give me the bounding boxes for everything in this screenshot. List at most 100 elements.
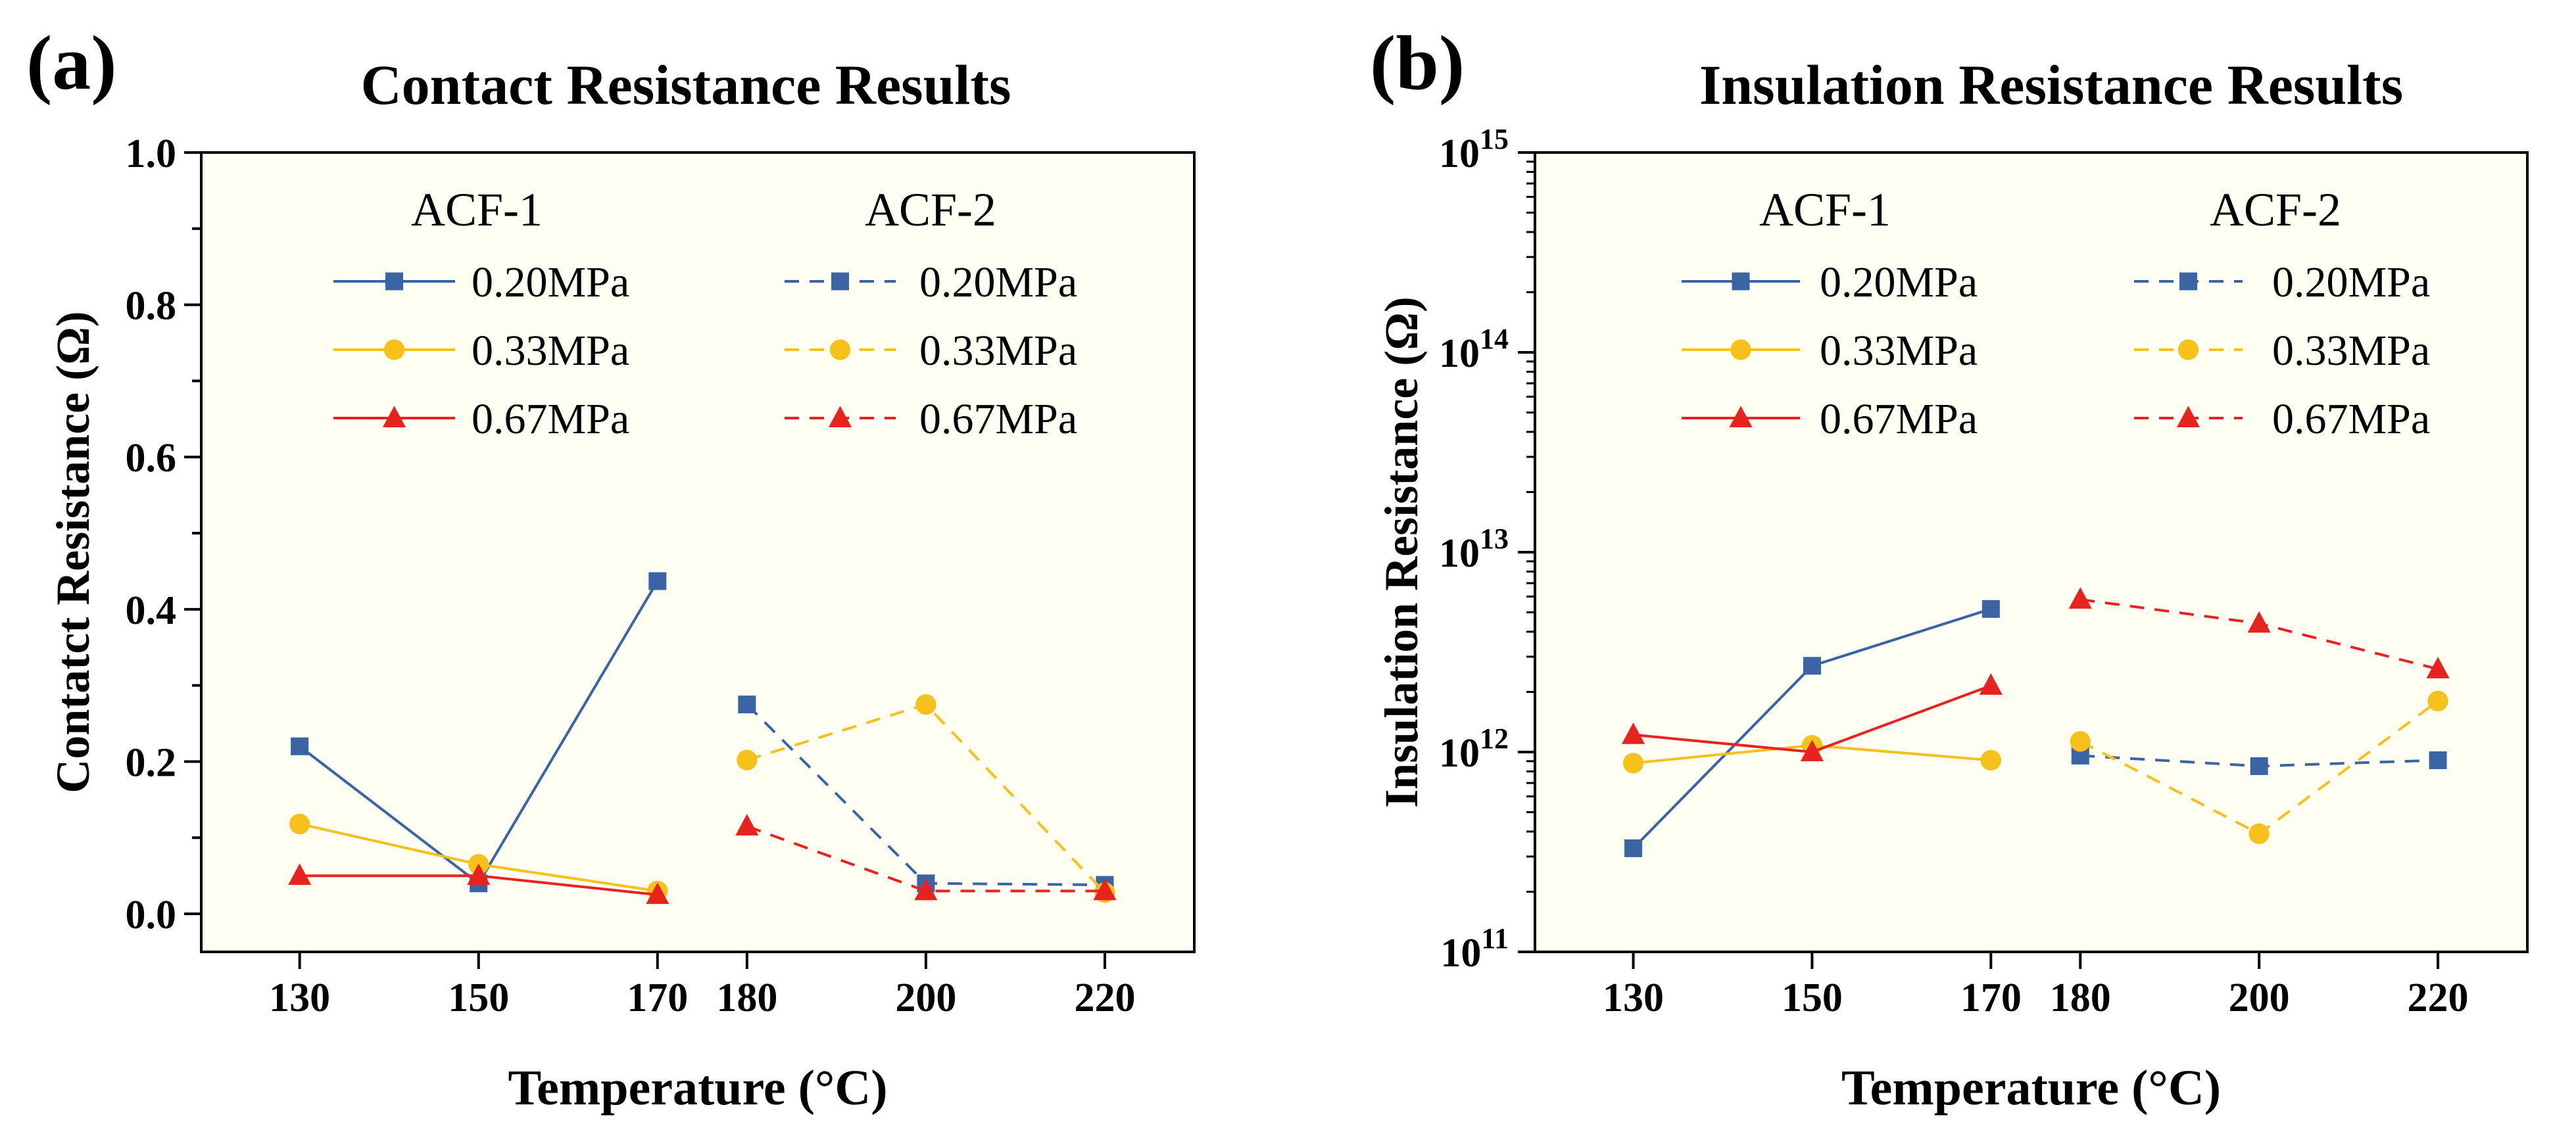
legend-label: 0.67MPa bbox=[1820, 395, 1978, 443]
data-point-acf-1 bbox=[1803, 657, 1821, 675]
x-tick-label: 150 bbox=[1782, 976, 1843, 1020]
data-point-acf-2 bbox=[1093, 878, 1117, 901]
x-tick-label: 220 bbox=[1074, 976, 1135, 1020]
chart-panel-a: (a) Contact Resistance Results 0.0 0.2 0.4 0.… bbox=[26, 20, 1196, 1116]
y-tick-label: 1015 bbox=[1439, 123, 1509, 176]
y-tick-label: 0.0 bbox=[126, 893, 177, 937]
y-tick-label: 1012 bbox=[1439, 722, 1509, 776]
legend-marker bbox=[382, 406, 406, 427]
x-tick-label: 170 bbox=[627, 976, 688, 1020]
legend-header-acf2: ACF-2 bbox=[2210, 183, 2341, 236]
y-tick-label: 0.4 bbox=[126, 588, 177, 633]
legend-header-acf1: ACF-1 bbox=[411, 183, 543, 236]
x-tick-label: 130 bbox=[1603, 976, 1664, 1020]
legend-marker bbox=[385, 272, 403, 291]
x-tick-label: 200 bbox=[2229, 976, 2290, 1020]
data-point-acf-1 bbox=[1981, 600, 2000, 618]
data-point-acf-1 bbox=[648, 572, 667, 590]
data-point-acf-2 bbox=[915, 694, 936, 715]
y-tick-label: 1.0 bbox=[126, 131, 177, 176]
chart-panel-b: (b) Insulation Resistance Results10111012… bbox=[1370, 20, 2529, 1116]
legend: ACF-1 ACF-2 0.20MPa 0.33MPa 0.67MPa 0.20MPa 0.… bbox=[333, 183, 1077, 443]
data-point-acf-2 bbox=[735, 814, 759, 836]
legend-marker bbox=[1732, 272, 1750, 291]
legend-header-acf2: ACF-2 bbox=[865, 183, 996, 236]
legend-marker bbox=[1729, 406, 1753, 427]
y-tick-exponent: 13 bbox=[1480, 523, 1509, 555]
y-tick-exponent: 11 bbox=[1481, 922, 1509, 955]
data-point-acf-2 bbox=[2068, 587, 2092, 609]
data-point-acf-2 bbox=[2248, 823, 2270, 844]
legend-label: 0.33MPa bbox=[1820, 327, 1978, 375]
data-point-acf-2 bbox=[738, 696, 756, 714]
y-tick-label: 0.8 bbox=[126, 284, 177, 329]
legend-marker bbox=[831, 272, 849, 291]
legend-label: 0.20MPa bbox=[2272, 258, 2430, 306]
data-point-acf-1 bbox=[646, 882, 669, 905]
chart-title: Contact Resistance Results bbox=[361, 53, 1011, 116]
data-point-acf-1 bbox=[289, 813, 310, 835]
legend-label: 0.20MPa bbox=[1820, 258, 1978, 306]
legend-marker bbox=[2177, 339, 2199, 360]
y-tick-exponent: 12 bbox=[1480, 722, 1509, 755]
panel-label: (a) bbox=[26, 20, 117, 106]
legend-label: 0.67MPa bbox=[472, 395, 629, 443]
data-point-acf-1 bbox=[291, 737, 309, 755]
legend-label: 0.33MPa bbox=[472, 327, 629, 375]
legend-label: 0.33MPa bbox=[2272, 327, 2430, 375]
data-point-acf-1 bbox=[1980, 749, 2001, 771]
y-tick-base: 10 bbox=[1439, 731, 1480, 776]
y-tick-label: 1013 bbox=[1439, 523, 1509, 576]
x-tick-label: 170 bbox=[1960, 976, 2022, 1020]
data-point-acf-2 bbox=[737, 749, 758, 770]
data-point-acf-1 bbox=[467, 863, 491, 885]
x-axis-label: Temperature (°C) bbox=[508, 1060, 887, 1116]
y-axis-label: Insulation Resistance (Ω) bbox=[1375, 296, 1428, 808]
data-point-acf-2 bbox=[2429, 751, 2447, 769]
legend-label: 0.67MPa bbox=[2272, 395, 2430, 443]
plot-area bbox=[200, 151, 1196, 953]
x-axis-label: Temperature (°C) bbox=[1841, 1060, 2221, 1116]
legend-header-acf1: ACF-1 bbox=[1759, 183, 1891, 236]
x-tick-label: 150 bbox=[448, 976, 509, 1020]
legend-marker bbox=[829, 339, 851, 360]
data-point-acf-1 bbox=[1979, 673, 2003, 695]
data-point-acf-2 bbox=[2426, 657, 2450, 678]
data-point-acf-2 bbox=[2427, 690, 2448, 712]
legend-label: 0.20MPa bbox=[919, 258, 1077, 306]
chart-title: Insulation Resistance Results bbox=[1699, 53, 2403, 116]
legend-marker bbox=[2179, 272, 2197, 291]
series-line-acf-2-0.67mpa bbox=[746, 825, 1105, 893]
y-tick-base: 10 bbox=[1439, 331, 1480, 376]
y-tick-base: 10 bbox=[1439, 531, 1480, 576]
data-point-acf-2 bbox=[2070, 731, 2091, 752]
data-point-acf-1 bbox=[1800, 740, 1824, 761]
data-point-acf-1 bbox=[288, 863, 312, 885]
legend-marker bbox=[2176, 406, 2200, 427]
legend-marker bbox=[1730, 339, 1751, 360]
y-tick-exponent: 14 bbox=[1480, 323, 1509, 355]
data-point-acf-2 bbox=[2247, 611, 2271, 633]
legend-label: 0.20MPa bbox=[472, 258, 629, 306]
legend-marker bbox=[383, 339, 405, 360]
y-tick-label: 0.2 bbox=[126, 740, 177, 785]
y-tick-label: 1011 bbox=[1440, 922, 1509, 976]
data-point-acf-1 bbox=[1622, 753, 1644, 774]
x-tick-label: 180 bbox=[2050, 976, 2111, 1020]
data-point-acf-1 bbox=[1621, 722, 1645, 744]
y-tick-base: 10 bbox=[1440, 931, 1481, 976]
x-tick-label: 200 bbox=[895, 976, 956, 1020]
legend: ACF-1 ACF-2 0.20MPa 0.33MPa 0.67MPa 0.20MPa 0.… bbox=[1682, 183, 2430, 443]
legend-label: 0.33MPa bbox=[919, 327, 1077, 375]
legend-marker bbox=[828, 406, 852, 427]
data-point-acf-2 bbox=[2250, 757, 2268, 775]
y-axis-label: Contatct Resistance (Ω) bbox=[47, 311, 99, 793]
legend-label: 0.67MPa bbox=[919, 395, 1077, 443]
plot-area bbox=[1534, 151, 2529, 953]
x-tick-label: 130 bbox=[269, 976, 330, 1020]
x-tick-label: 180 bbox=[716, 976, 777, 1020]
panel-label: (b) bbox=[1370, 20, 1465, 106]
y-tick-base: 10 bbox=[1439, 131, 1480, 176]
x-tick-label: 220 bbox=[2408, 976, 2469, 1020]
